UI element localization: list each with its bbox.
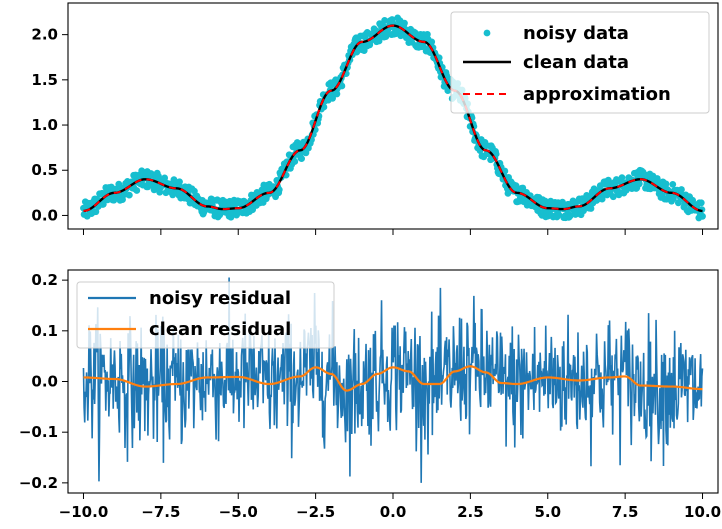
bottom-x-tick-label: −10.0 <box>59 503 109 521</box>
legend-noisy-residual-label: noisy residual <box>149 288 291 309</box>
noisy-data-point <box>401 19 408 27</box>
noisy-data-point <box>333 90 341 98</box>
clean-residual-line <box>83 365 703 392</box>
noisy-data-point <box>92 208 100 216</box>
noisy-data-point <box>609 193 617 201</box>
legend-clean-data-label: clean data <box>523 52 629 73</box>
noisy-data-point <box>419 42 427 50</box>
noisy-data-point <box>320 103 328 111</box>
bottom-legend-box <box>76 281 335 349</box>
bottom-y-tick-label: −0.1 <box>19 423 58 441</box>
bottom-y-tick-label: 0.1 <box>31 322 58 340</box>
bottom-legend: noisy residual clean residual <box>76 281 335 349</box>
top-y-tick-label: 1.5 <box>31 71 58 89</box>
bottom-x-tick-label: 10.0 <box>684 503 721 521</box>
bottom-x-tick-label: 5.0 <box>534 503 561 521</box>
noisy-data-point <box>291 158 299 165</box>
legend-approximation-label: approximation <box>523 84 671 105</box>
noisy-data-point <box>176 178 183 186</box>
noisy-data-point <box>662 180 670 188</box>
top-x-ticks <box>82 229 704 235</box>
noisy-data-point <box>119 196 126 204</box>
top-chart-panel: 0.0 0.5 1.0 1.5 2.0 noisy data clean data ap… <box>31 2 719 235</box>
bottom-x-tick-label: −5.0 <box>219 503 258 521</box>
noisy-data-markers <box>80 14 706 222</box>
noisy-data-point <box>669 180 677 188</box>
approximation-line <box>83 24 703 212</box>
bottom-chart-panel: −10.0 −7.5 −5.0 −2.5 0.0 2.5 5.0 7.5 10.0 −0.2−0… <box>19 269 721 521</box>
top-y-ticks: 0.0 0.5 1.0 1.5 2.0 <box>31 26 68 224</box>
top-legend: noisy data clean data approximation <box>450 11 710 114</box>
bottom-y-tick-label: 0.2 <box>31 271 58 289</box>
noisy-data-point <box>519 184 527 192</box>
bottom-x-tick-label: −2.5 <box>296 503 335 521</box>
bottom-x-tick-label: 2.5 <box>457 503 484 521</box>
noisy-data-point <box>559 198 566 206</box>
top-y-tick-label: 0.0 <box>31 206 58 224</box>
noisy-data-point <box>133 187 141 194</box>
noisy-data-point <box>150 186 158 194</box>
noisy-data-point <box>618 174 626 182</box>
noisy-data-point <box>678 186 685 193</box>
top-y-tick-label: 0.5 <box>31 161 58 179</box>
noisy-data-point <box>298 155 305 163</box>
bottom-y-tick-label: −0.2 <box>19 474 58 492</box>
noisy-data-point <box>699 212 706 220</box>
bottom-y-tick-label: 0.0 <box>31 373 58 391</box>
bottom-x-tick-label: −7.5 <box>141 503 180 521</box>
noisy-data-point <box>125 191 133 199</box>
noisy-data-point <box>338 82 346 90</box>
top-y-tick-label: 1.0 <box>31 116 58 134</box>
noisy-data-point <box>587 205 595 212</box>
noisy-data-point <box>512 182 520 190</box>
top-y-tick-label: 2.0 <box>31 26 58 44</box>
noisy-data-point <box>275 186 283 194</box>
bottom-y-ticks: −0.2 −0.1 0.0 0.1 0.2 <box>19 271 68 492</box>
legend-noisy-data-label: noisy data <box>523 23 629 44</box>
noisy-data-point <box>428 38 436 46</box>
noisy-data-point <box>155 172 162 180</box>
noisy-residual-line <box>82 277 704 483</box>
top-legend-box <box>450 11 710 114</box>
bottom-x-ticks: −10.0 −7.5 −5.0 −2.5 0.0 2.5 5.0 7.5 10.0 <box>59 493 721 521</box>
noisy-data-point <box>375 37 383 45</box>
noisy-data-point <box>598 195 606 203</box>
noisy-data-point <box>381 16 389 24</box>
legend-clean-residual-label: clean residual <box>149 319 291 340</box>
legend-noisy-data-marker <box>483 29 491 37</box>
noisy-data-point <box>697 199 705 207</box>
noisy-data-point <box>635 180 643 188</box>
bottom-x-tick-label: 7.5 <box>612 503 639 521</box>
noisy-data-point <box>555 211 563 219</box>
bottom-x-tick-label: 0.0 <box>380 503 407 521</box>
